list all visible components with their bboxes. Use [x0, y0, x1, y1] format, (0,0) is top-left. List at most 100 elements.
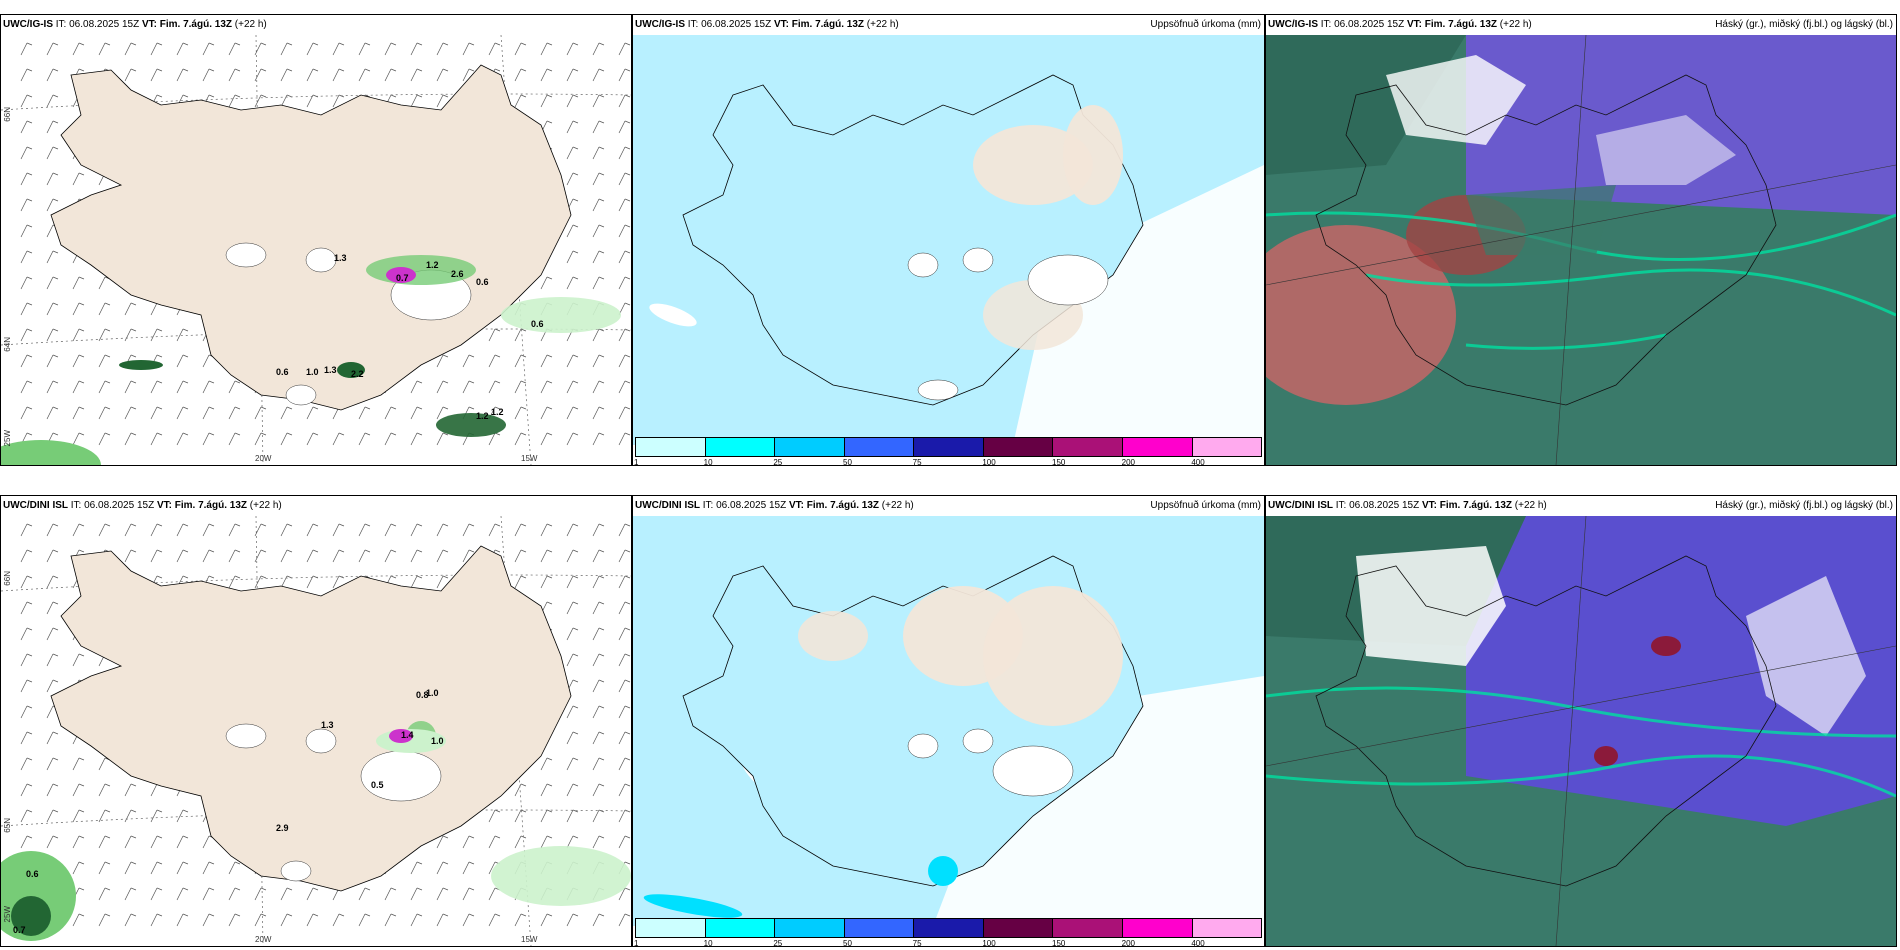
colorbar-segment [636, 438, 706, 456]
wind-barb [202, 380, 215, 394]
wind-barb [566, 354, 579, 368]
wind-barb [20, 731, 33, 745]
wind-barb [618, 94, 631, 108]
wind-barb [20, 809, 33, 823]
wind-barb [150, 432, 163, 446]
wind-barb [514, 913, 527, 927]
colorbar-tick-label: 25 [773, 458, 783, 466]
wind-barb [202, 42, 215, 56]
wind-barb [176, 835, 189, 849]
wind-barb [436, 94, 449, 108]
wind-barb [72, 328, 85, 342]
forecast-offset: (+22 h) [881, 500, 914, 511]
cloud-map [1266, 34, 1896, 465]
wind-barb [20, 224, 33, 238]
wind-barb [462, 549, 475, 563]
wind-barb [46, 757, 59, 771]
wind-barb [20, 172, 33, 186]
wind-barb [566, 250, 579, 264]
panel-dini-precip: UWC/DINI ISL IT: 06.08.2025 15Z VT: Fim.… [632, 495, 1265, 947]
wind-barb [124, 809, 137, 823]
wind-barb [124, 887, 137, 901]
wind-barb [228, 549, 241, 563]
wind-barb [592, 380, 605, 394]
wind-barb [46, 250, 59, 264]
colorbar-tick-label: 200 [1121, 458, 1136, 466]
wind-barb [358, 887, 371, 901]
wind-barb [306, 94, 319, 108]
wind-barb [540, 354, 553, 368]
colorbar-segment [844, 438, 915, 456]
wind-barb [410, 913, 423, 927]
init-time: IT: 06.08.2025 15Z [702, 500, 787, 511]
wind-barb [488, 380, 501, 394]
wind-barb [20, 198, 33, 212]
wind-barb [566, 276, 579, 290]
wind-barb [566, 42, 579, 56]
wind-barb [410, 406, 423, 420]
wind-barb [46, 146, 59, 160]
colorbar-tick-label: 10 [703, 939, 713, 947]
wind-barb [384, 549, 397, 563]
vt-value: Fim. 7.ágú. 13Z [159, 19, 232, 30]
forecast-offset: (+22 h) [249, 500, 282, 511]
wind-barb [228, 68, 241, 82]
colorbar-tick-label: 150 [1052, 458, 1066, 466]
wind-barb [618, 653, 631, 667]
wind-barb [410, 861, 423, 875]
wind-barb [306, 406, 319, 420]
wind-barb [228, 887, 241, 901]
wind-barb [384, 523, 397, 537]
wind-barb [358, 42, 371, 56]
wind-barb [176, 549, 189, 563]
wind-barb [20, 705, 33, 719]
colorbar-segment [844, 919, 915, 937]
colorbar-segment [1053, 438, 1123, 456]
colorbar-tick-label: 200 [1121, 939, 1136, 947]
forecast-offset: (+22 h) [866, 19, 899, 30]
iceland-landmass [50, 64, 572, 411]
wind-barb [20, 523, 33, 537]
vt-value: Fim. 7.ágú. 13Z [806, 500, 879, 511]
wind-barb [20, 120, 33, 134]
wind-barb [384, 432, 397, 446]
precip-label: 0.6 [26, 869, 39, 879]
wind-barb [410, 432, 423, 446]
colorbar-segment [1122, 919, 1193, 937]
wind-barb [618, 406, 631, 420]
cloud-map [1266, 515, 1896, 946]
precip-label: 1.0 [306, 367, 319, 377]
wind-barb [566, 549, 579, 563]
wind-barb [20, 757, 33, 771]
wind-barb [618, 276, 631, 290]
wind-barb [514, 575, 527, 589]
wind-barb [98, 328, 111, 342]
wind-barb [176, 809, 189, 823]
precip-label: 2.6 [451, 269, 464, 279]
wind-barb [592, 224, 605, 238]
colorbar-tick-label: 50 [843, 458, 852, 466]
wind-barb [72, 809, 85, 823]
wind-barb [124, 861, 137, 875]
wind-barb [592, 146, 605, 160]
wind-barb [46, 679, 59, 693]
wind-barb [306, 42, 319, 56]
wind-barb [228, 861, 241, 875]
wind-barb [436, 913, 449, 927]
wind-barb [592, 328, 605, 342]
precip-colorbar-labels: 1 10 25 50 75 100 150 200 400 [634, 939, 1262, 947]
wind-barb [98, 354, 111, 368]
wind-barb [592, 757, 605, 771]
wind-barb [540, 94, 553, 108]
forecast-offset: (+22 h) [1499, 19, 1532, 30]
wind-barb [20, 94, 33, 108]
wind-barb [462, 380, 475, 394]
wind-barb [98, 887, 111, 901]
wind-barb [98, 835, 111, 849]
wind-barb [46, 328, 59, 342]
wind-barb [254, 406, 267, 420]
precip-label: 0.6 [531, 319, 544, 329]
wind-barb [436, 575, 449, 589]
wind-barb [254, 94, 267, 108]
wind-barb [254, 432, 267, 446]
